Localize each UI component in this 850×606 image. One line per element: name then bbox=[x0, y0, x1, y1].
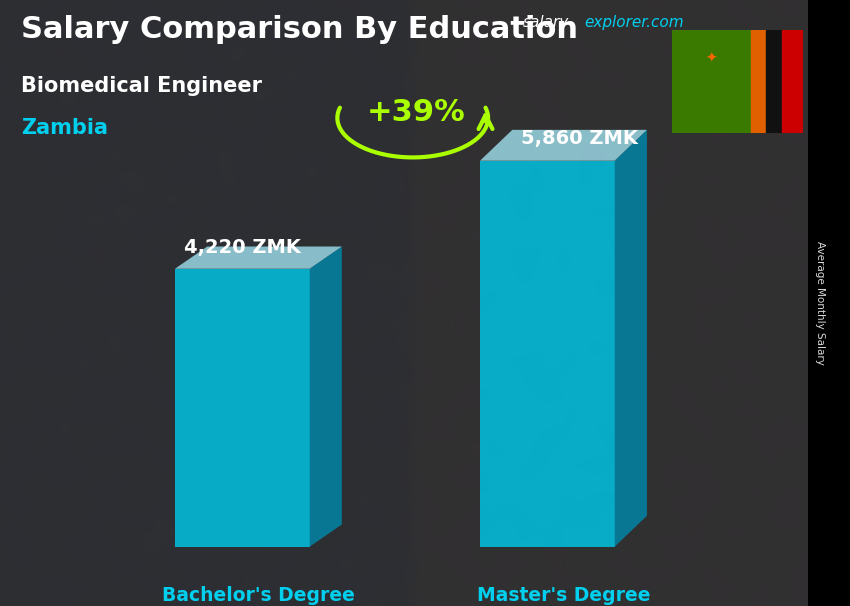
Polygon shape bbox=[480, 130, 647, 161]
Text: ✦: ✦ bbox=[706, 52, 717, 66]
Text: Master's Degree: Master's Degree bbox=[477, 586, 650, 605]
Text: Biomedical Engineer: Biomedical Engineer bbox=[21, 76, 263, 96]
Text: Zambia: Zambia bbox=[21, 118, 108, 138]
Polygon shape bbox=[309, 247, 342, 547]
Text: salary: salary bbox=[523, 15, 569, 30]
Text: +39%: +39% bbox=[367, 98, 466, 127]
Text: 5,860 ZMK: 5,860 ZMK bbox=[521, 128, 638, 147]
Polygon shape bbox=[480, 161, 615, 547]
Bar bbox=[782, 30, 803, 133]
Text: Salary Comparison By Education: Salary Comparison By Education bbox=[21, 15, 578, 44]
Polygon shape bbox=[175, 247, 342, 268]
Text: Average Monthly Salary: Average Monthly Salary bbox=[815, 241, 825, 365]
Text: Bachelor's Degree: Bachelor's Degree bbox=[162, 586, 354, 605]
Polygon shape bbox=[615, 130, 647, 547]
Text: explorer.com: explorer.com bbox=[584, 15, 683, 30]
Bar bbox=[751, 30, 767, 133]
Text: 4,220 ZMK: 4,220 ZMK bbox=[184, 238, 301, 257]
Bar bbox=[767, 30, 782, 133]
Polygon shape bbox=[175, 268, 309, 547]
